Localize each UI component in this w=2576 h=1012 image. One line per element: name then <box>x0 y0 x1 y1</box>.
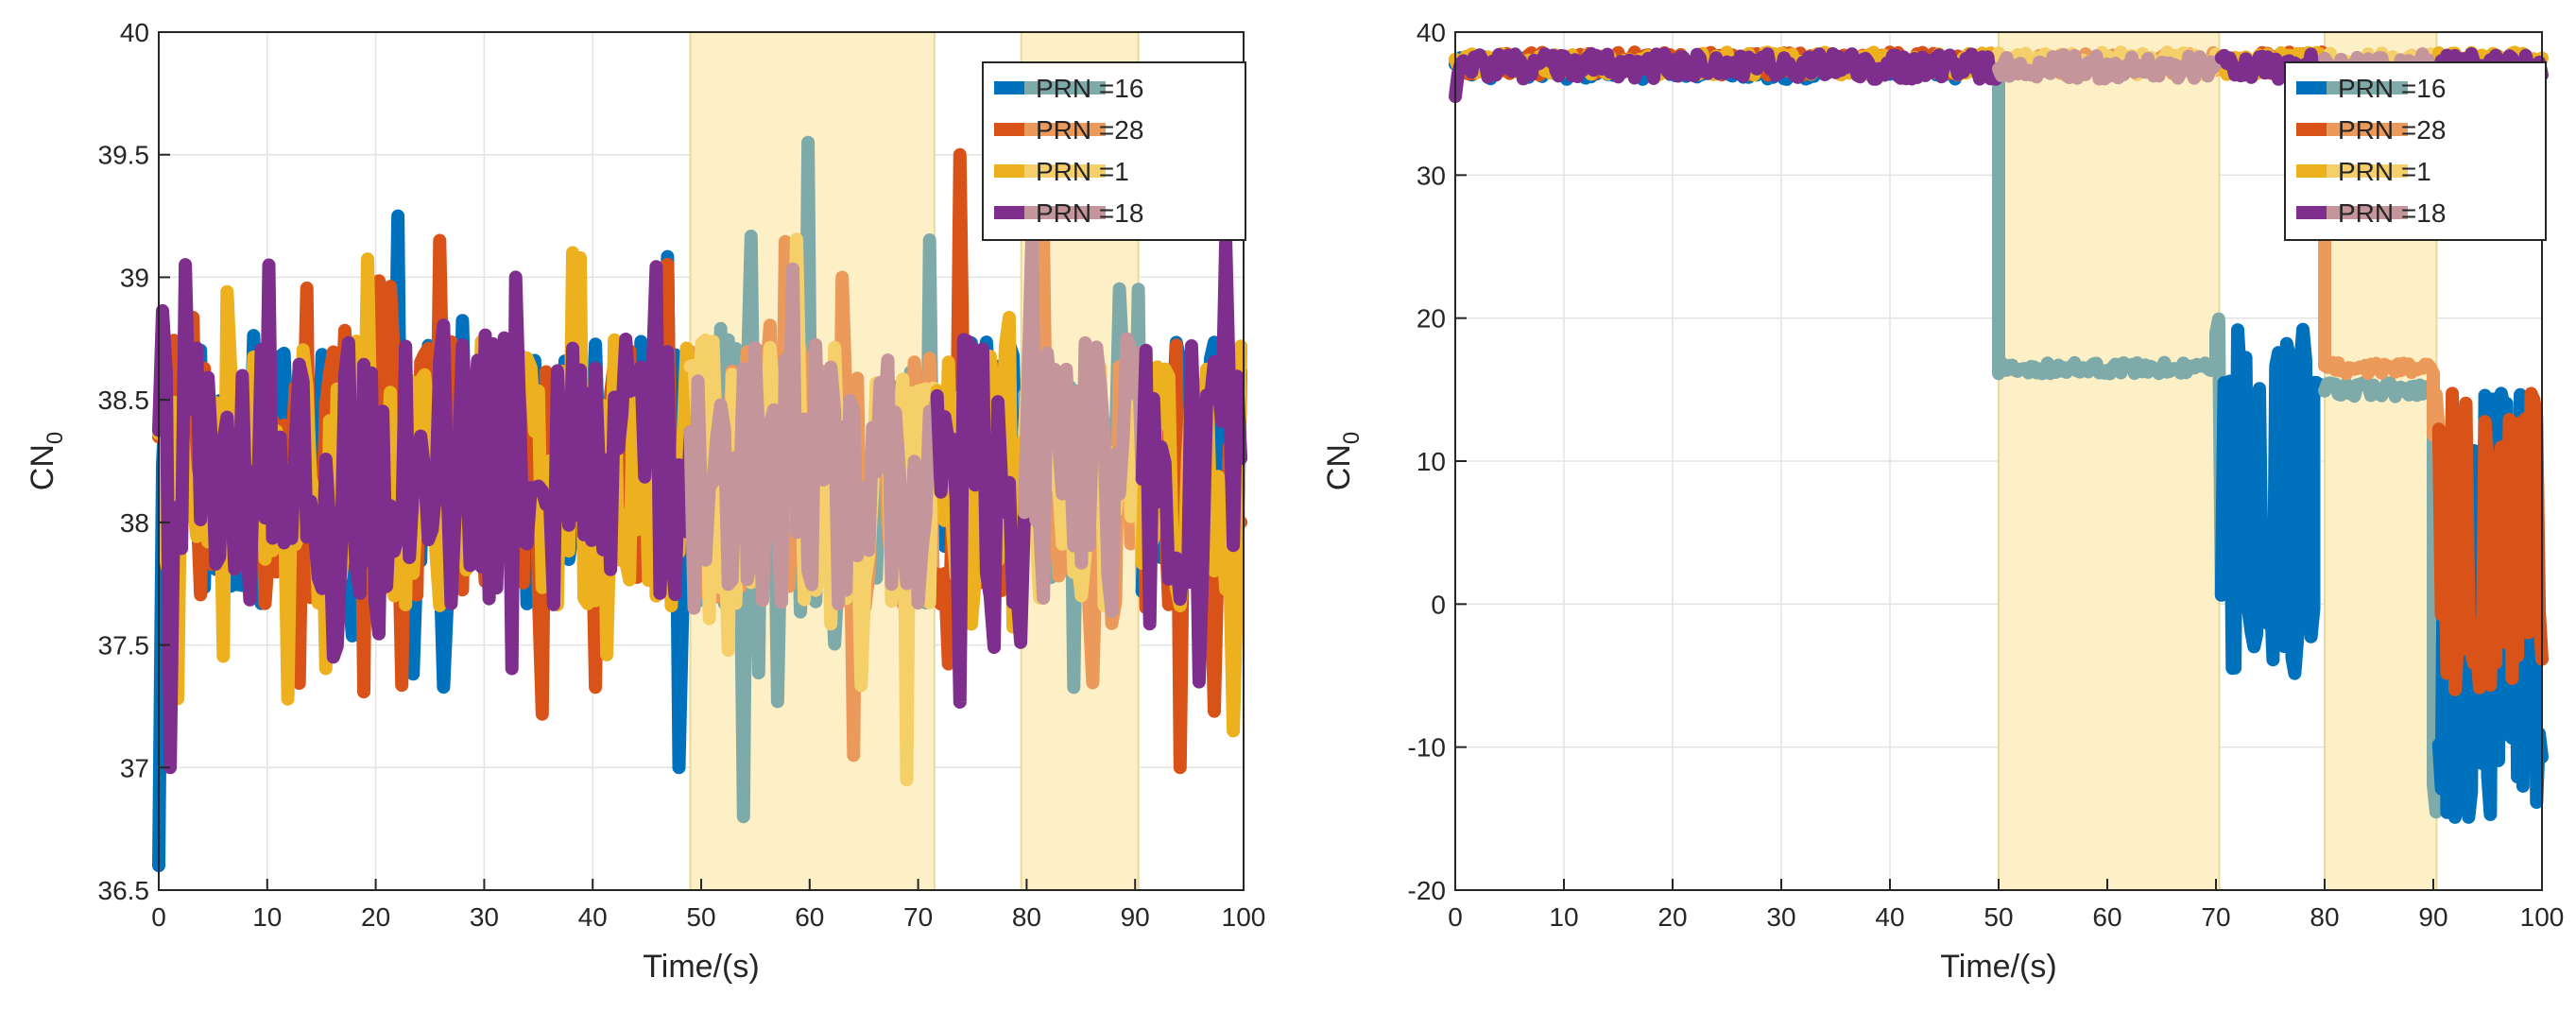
x-tick-label: 30 <box>470 902 499 932</box>
y-tick-label: 10 <box>1417 447 1446 476</box>
x-axis-label: Time/(s) <box>643 949 759 985</box>
x-tick-label: 10 <box>252 902 282 932</box>
y-tick-label: -10 <box>1408 733 1446 763</box>
y-tick-label: 40 <box>120 18 149 47</box>
y-tick-label: 30 <box>1417 161 1446 190</box>
legend-label: PRN =16 <box>2338 74 2446 103</box>
series-line-prn-16 <box>1992 60 2228 602</box>
legend-label: PRN =28 <box>1036 115 1143 145</box>
y-tick-label: -20 <box>1408 876 1446 905</box>
series-line-prn-16 <box>2214 322 2331 680</box>
y-axis-label-main: CN <box>25 444 60 490</box>
legend-label: PRN =28 <box>2338 115 2446 145</box>
series-line-prn-18 <box>1992 48 2228 86</box>
y-tick-label: 40 <box>1417 18 1446 47</box>
series-line-prn-28 <box>2431 386 2549 696</box>
x-tick-label: 50 <box>686 902 715 932</box>
series-line-prn-18 <box>152 258 697 775</box>
y-tick-label: 36.5 <box>98 876 150 905</box>
shaded-region <box>1998 31 2221 891</box>
legend-label: PRN =1 <box>2338 157 2431 186</box>
y-tick-label: 37.5 <box>98 631 150 660</box>
x-tick-label: 60 <box>2092 902 2121 932</box>
right-plot: 0 10 20 30 40 50 60 70 80 90 100 -20 -10 0 10 20 30 40 Tim… <box>1321 18 2564 985</box>
legend-label: PRN =18 <box>2338 198 2446 228</box>
x-tick-label: 20 <box>1657 902 1687 932</box>
series-line-prn-18 <box>2431 46 2549 86</box>
left-plot: 0 10 20 30 40 50 60 70 80 90 100 36.5 37 37.5 38 38.5 39… <box>25 18 1265 985</box>
x-axis-label: Time/(s) <box>1940 949 2056 985</box>
x-tick-label: 50 <box>1984 902 2013 932</box>
y-tick-label: 20 <box>1417 304 1446 334</box>
x-tick-label: 10 <box>1549 902 1578 932</box>
x-tick-label: 70 <box>2201 902 2230 932</box>
x-tick-label: 90 <box>1121 902 1150 932</box>
y-axis-label: CN0 <box>1321 432 1365 490</box>
x-tick-label: 70 <box>903 902 933 932</box>
x-tick-label: 30 <box>1766 902 1795 932</box>
y-tick-label: 37 <box>120 753 149 782</box>
y-axis-label-main: CN <box>1321 444 1357 490</box>
series-line-prn-18 <box>1449 46 2005 104</box>
x-tick-label: 90 <box>2418 902 2447 932</box>
y-axis-label-sub: 0 <box>43 432 68 444</box>
y-tick-label: 38.5 <box>98 386 150 415</box>
x-tick-label: 80 <box>1012 902 1041 932</box>
series-line-prn-16 <box>2318 376 2446 819</box>
series-line-prn-18 <box>1135 234 1248 689</box>
y-tick-label: 38 <box>120 508 149 538</box>
x-tick-label: 20 <box>361 902 390 932</box>
series-line-prn-18 <box>930 333 1032 709</box>
series-line-prn-18 <box>1018 228 1149 619</box>
x-tick-label: 80 <box>2310 902 2339 932</box>
x-tick-label: 40 <box>1875 902 1904 932</box>
x-tick-label: 100 <box>1222 902 1266 932</box>
x-tick-label: 60 <box>795 902 824 932</box>
y-axis-label: CN0 <box>25 432 68 490</box>
legend-label: PRN =18 <box>1036 198 1143 228</box>
series-line-prn-18 <box>683 262 944 615</box>
x-tick-label: 0 <box>1448 902 1463 932</box>
legend-label: PRN =1 <box>1036 157 1129 186</box>
x-tick-label: 100 <box>2520 902 2565 932</box>
x-tick-label: 40 <box>578 902 608 932</box>
y-tick-label: 39 <box>120 263 149 292</box>
y-axis-label-sub: 0 <box>1339 432 1365 444</box>
y-tick-label: 0 <box>1431 590 1446 619</box>
y-tick-label: 39.5 <box>98 141 150 170</box>
x-tick-label: 0 <box>151 902 166 932</box>
legend-label: PRN =16 <box>1036 74 1143 103</box>
series-line-prn-28 <box>2318 57 2446 442</box>
